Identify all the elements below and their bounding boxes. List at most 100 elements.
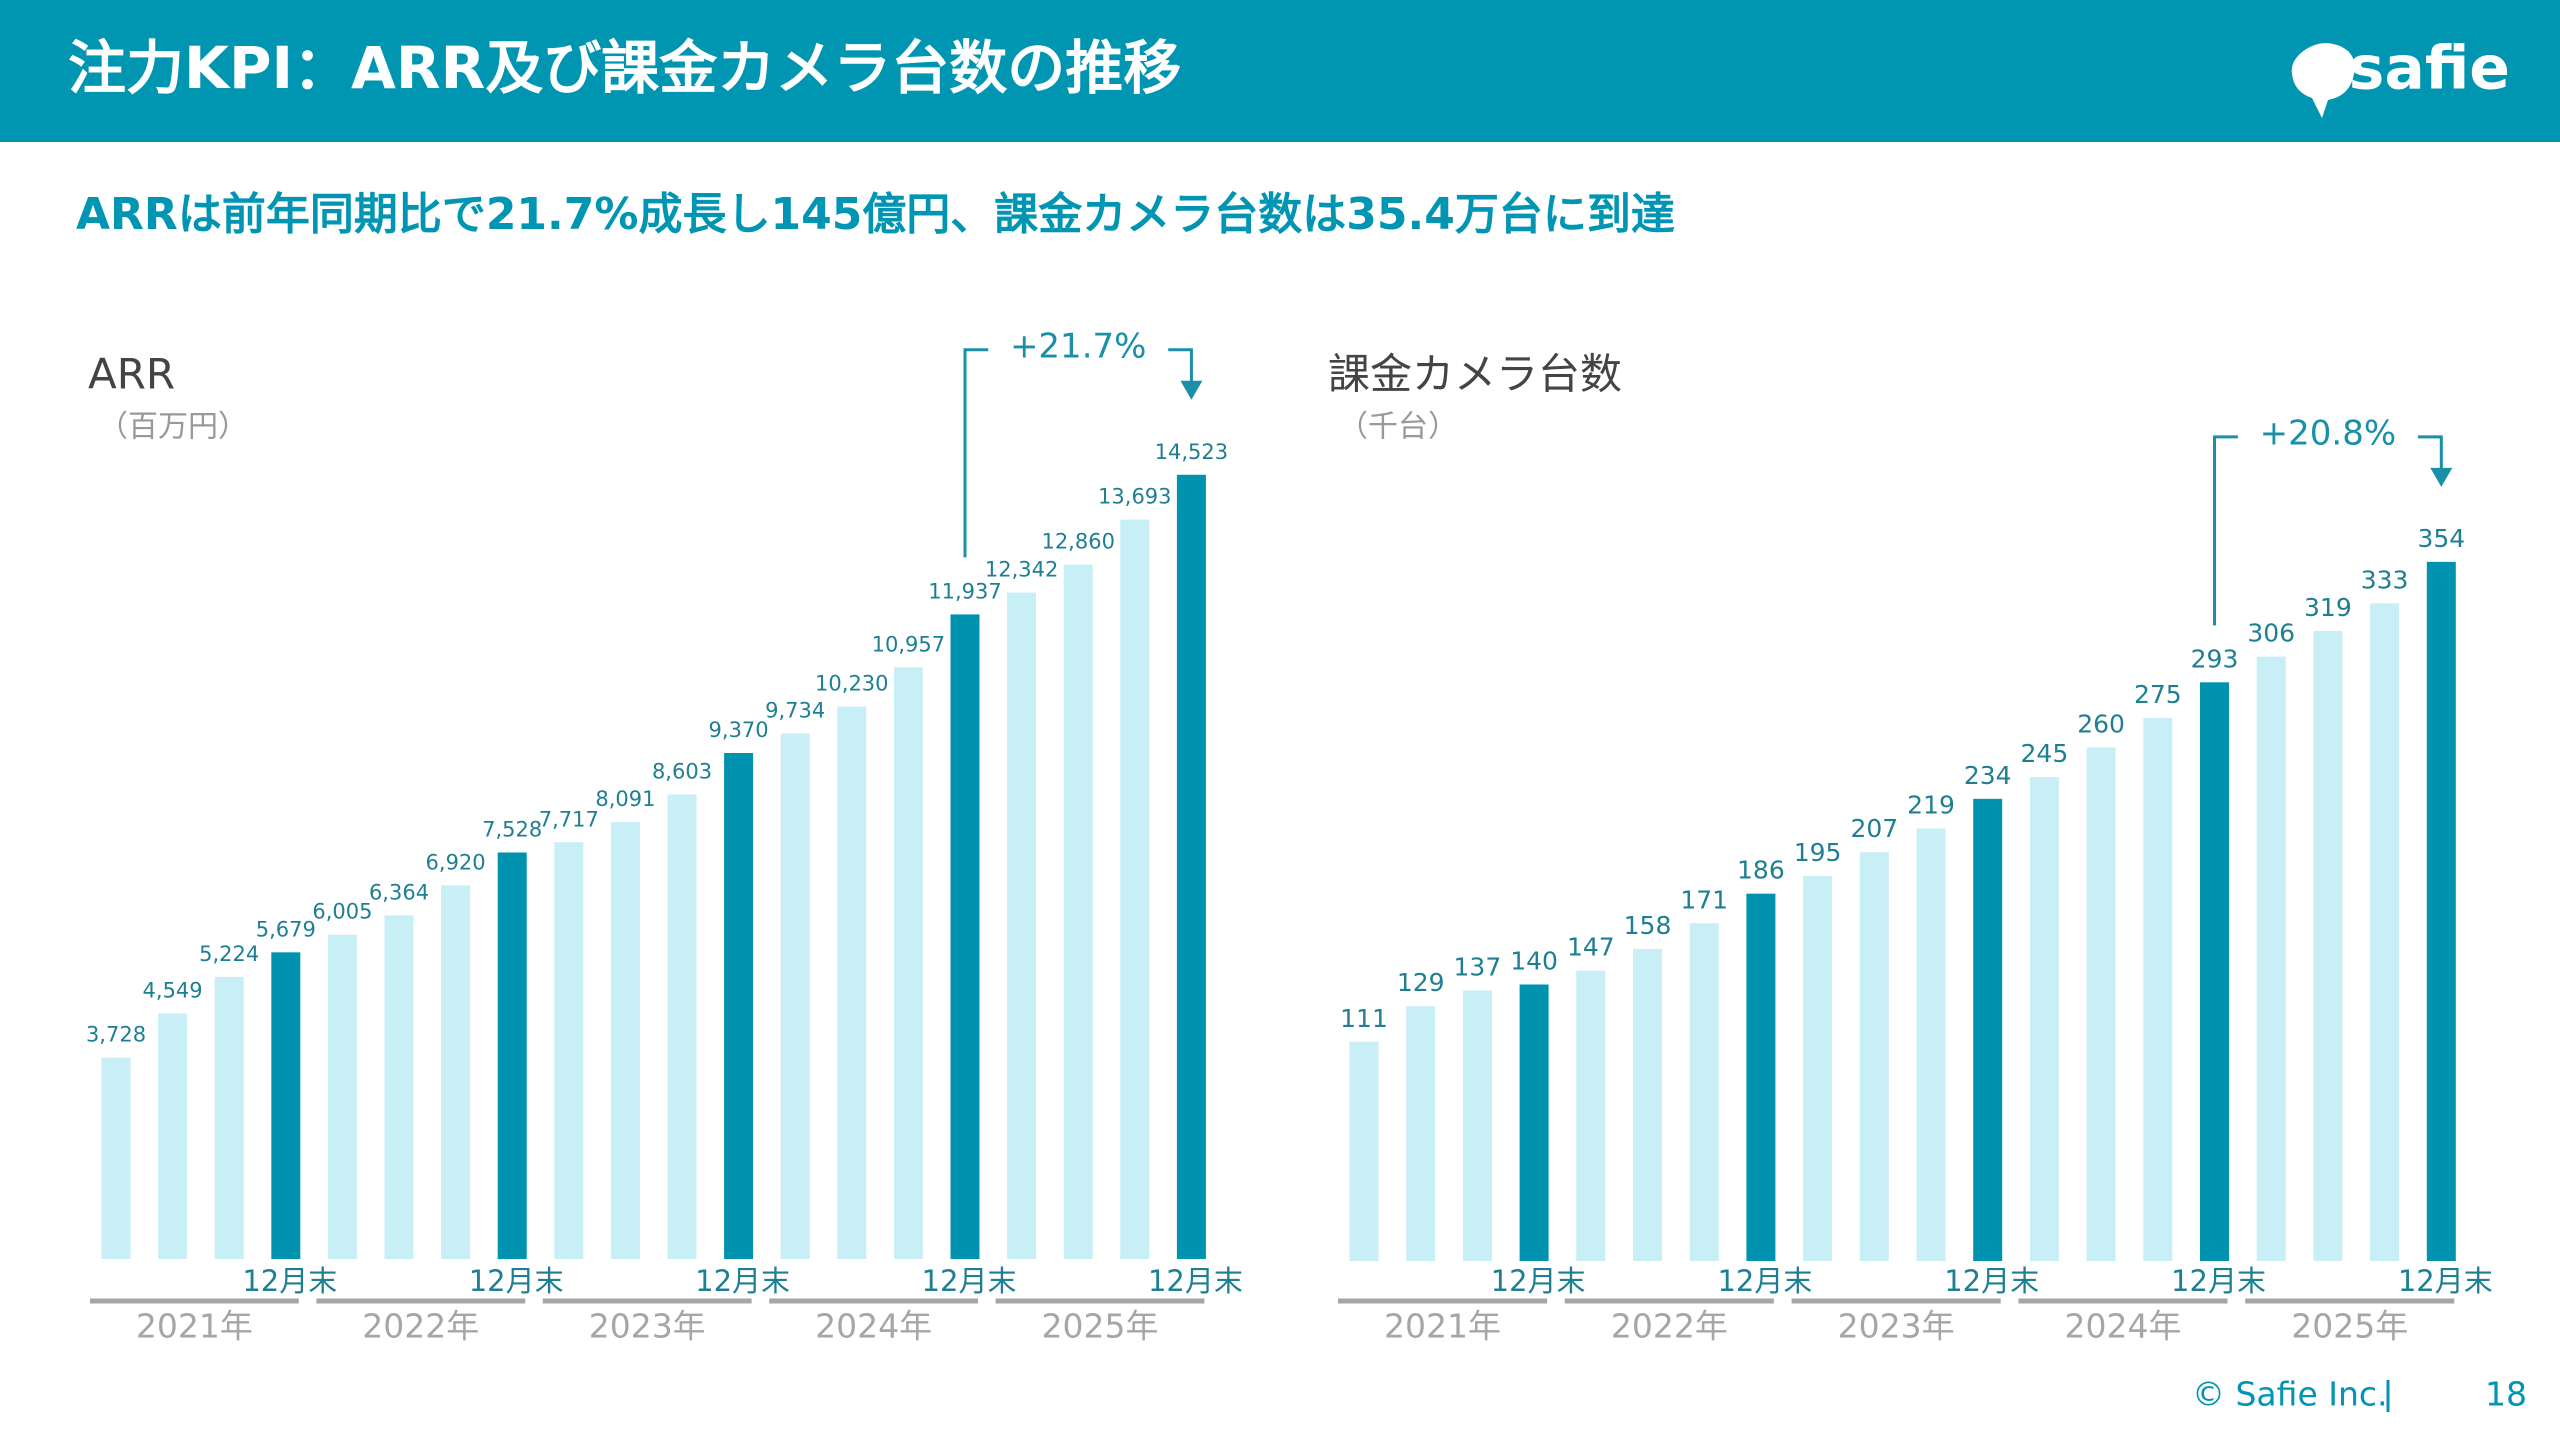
value-label: 354	[2417, 524, 2465, 553]
x-tick-label: 12月末	[242, 1264, 337, 1298]
value-label: 8,603	[652, 759, 712, 783]
value-label: 12,860	[1041, 530, 1114, 554]
value-label: 219	[1907, 790, 1955, 819]
value-label: 10,230	[815, 672, 888, 696]
bar	[214, 976, 244, 1259]
value-label: 6,920	[426, 850, 486, 874]
value-label: 147	[1567, 933, 1615, 962]
chart-subtitle: （千台）	[1338, 410, 1458, 445]
x-tick-label: 12月末	[1491, 1264, 1586, 1298]
value-label: 5,224	[199, 942, 259, 966]
chart-subtitle: （百万円）	[98, 410, 248, 445]
copyright: © Safie Inc.	[2192, 1375, 2388, 1414]
value-label: 275	[2134, 680, 2182, 709]
value-label: 7,717	[539, 807, 599, 831]
bar	[1689, 923, 1719, 1261]
annotation-arrow	[2430, 467, 2453, 487]
value-label: 137	[1454, 952, 1502, 981]
value-label: 319	[2304, 593, 2352, 622]
bar	[158, 1013, 188, 1259]
bar	[271, 952, 301, 1259]
bar	[2086, 747, 2116, 1261]
value-label: 9,370	[709, 718, 769, 742]
value-label: 6,364	[369, 880, 429, 904]
value-label: 13,693	[1098, 485, 1171, 509]
bar	[2313, 630, 2343, 1261]
x-tick-label: 12月末	[695, 1264, 790, 1298]
bar	[1973, 798, 2003, 1261]
bar	[1349, 1041, 1379, 1261]
group-label: 2025年	[1042, 1307, 1159, 1346]
value-label: 207	[1850, 814, 1898, 843]
bar	[441, 885, 471, 1259]
value-label: 4,549	[143, 978, 203, 1002]
annotation: +20.8%	[2260, 413, 2397, 453]
logo-text: safie	[2349, 34, 2510, 104]
headline: ARRは前年同期比で21.7%成長し145億円、課金カメラ台数は35.4万台に到…	[76, 189, 1675, 240]
bar	[1406, 1006, 1436, 1261]
group-label: 2022年	[1611, 1307, 1728, 1346]
x-tick-label: 12月末	[1148, 1264, 1243, 1298]
x-tick-label: 12月末	[1717, 1264, 1812, 1298]
bar	[837, 706, 867, 1259]
value-label: 234	[1964, 761, 2012, 790]
group-label: 2021年	[1384, 1307, 1501, 1346]
x-tick-label: 12月末	[922, 1264, 1017, 1298]
group-label: 2021年	[136, 1307, 253, 1346]
annotation-arrow	[1180, 380, 1203, 400]
value-label: 111	[1340, 1004, 1388, 1033]
value-label: 129	[1397, 968, 1445, 997]
group-label: 2024年	[2064, 1307, 2181, 1346]
value-label: 140	[1510, 947, 1558, 976]
bar	[1746, 893, 1776, 1261]
value-label: 306	[2247, 619, 2295, 648]
chart-title: ARR	[88, 350, 175, 399]
value-label: 8,091	[595, 787, 655, 811]
value-label: 10,957	[872, 632, 945, 656]
bar	[1063, 564, 1093, 1259]
annotation-bracket	[963, 348, 1193, 558]
group-label: 2023年	[1838, 1307, 1955, 1346]
bar	[2370, 603, 2400, 1261]
bar	[101, 1057, 131, 1259]
bar	[497, 852, 527, 1259]
bar	[1916, 828, 1946, 1261]
page-number: 18	[2485, 1375, 2527, 1414]
bar	[1576, 970, 1606, 1261]
bar	[667, 794, 697, 1259]
bar	[893, 667, 923, 1259]
value-label: 333	[2361, 565, 2409, 594]
bar	[554, 842, 584, 1259]
bar	[724, 753, 754, 1259]
value-label: 5,679	[256, 917, 316, 941]
x-tick-label: 12月末	[2398, 1264, 2493, 1298]
value-label: 186	[1737, 856, 1785, 885]
x-tick-label: 12月末	[1944, 1264, 2039, 1298]
logo-icon	[2291, 43, 2355, 118]
bar	[2143, 717, 2173, 1261]
group-label: 2025年	[2291, 1307, 2408, 1346]
value-label: 7,528	[482, 817, 542, 841]
bar	[1176, 474, 1206, 1259]
bar	[1120, 519, 1150, 1259]
bar	[780, 733, 810, 1259]
value-label: 195	[1794, 838, 1842, 867]
annotation: +21.7%	[1010, 326, 1147, 366]
bar	[1462, 990, 1492, 1261]
x-tick-label: 12月末	[469, 1264, 564, 1298]
value-label: 293	[2191, 644, 2239, 673]
bar	[327, 934, 357, 1259]
value-label: 6,005	[312, 900, 372, 924]
bar	[1859, 852, 1889, 1261]
bar	[950, 614, 980, 1259]
slide-title: 注力KPI：ARR及び課金カメラ台数の推移	[68, 34, 1181, 102]
value-label: 158	[1624, 911, 1672, 940]
x-tick-label: 12月末	[2171, 1264, 2266, 1298]
bar	[2200, 682, 2229, 1261]
group-label: 2023年	[589, 1307, 706, 1346]
group-label: 2024年	[815, 1307, 932, 1346]
bar	[1519, 984, 1549, 1261]
chart-title: 課金カメラ台数	[1328, 350, 1622, 399]
